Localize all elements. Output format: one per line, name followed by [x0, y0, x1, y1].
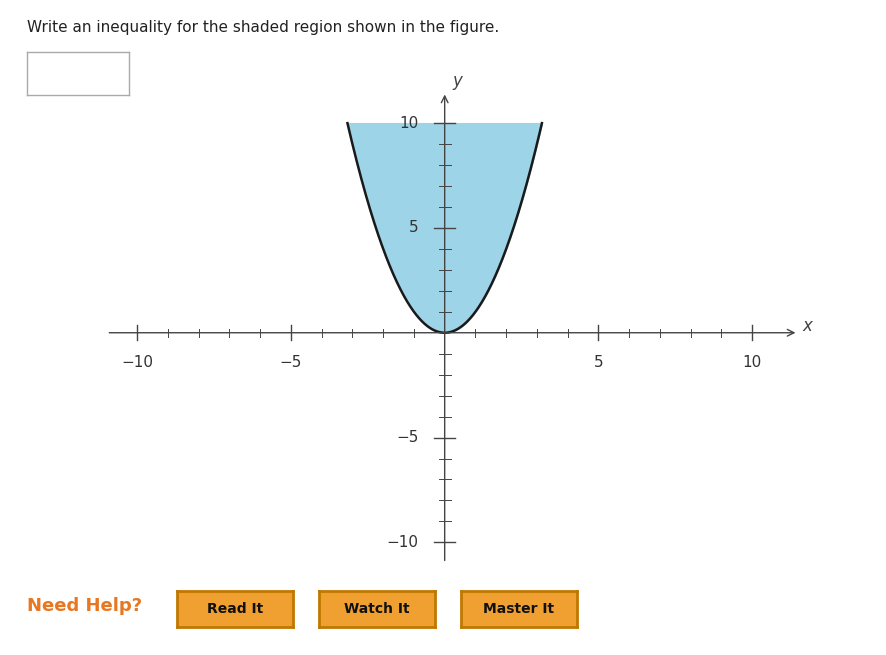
- Text: 10: 10: [742, 355, 761, 370]
- Text: x: x: [802, 318, 812, 335]
- Text: y: y: [452, 71, 462, 90]
- Text: Watch It: Watch It: [344, 603, 409, 616]
- Text: −5: −5: [279, 355, 302, 370]
- Text: −10: −10: [386, 535, 418, 550]
- Text: 5: 5: [593, 355, 602, 370]
- Text: Read It: Read It: [206, 603, 263, 616]
- Text: Master It: Master It: [483, 603, 554, 616]
- Text: Write an inequality for the shaded region shown in the figure.: Write an inequality for the shaded regio…: [27, 20, 498, 35]
- Text: −5: −5: [396, 430, 418, 445]
- Text: 10: 10: [399, 116, 418, 130]
- Text: −10: −10: [121, 355, 153, 370]
- Text: 5: 5: [408, 221, 418, 235]
- Text: Need Help?: Need Help?: [27, 597, 142, 615]
